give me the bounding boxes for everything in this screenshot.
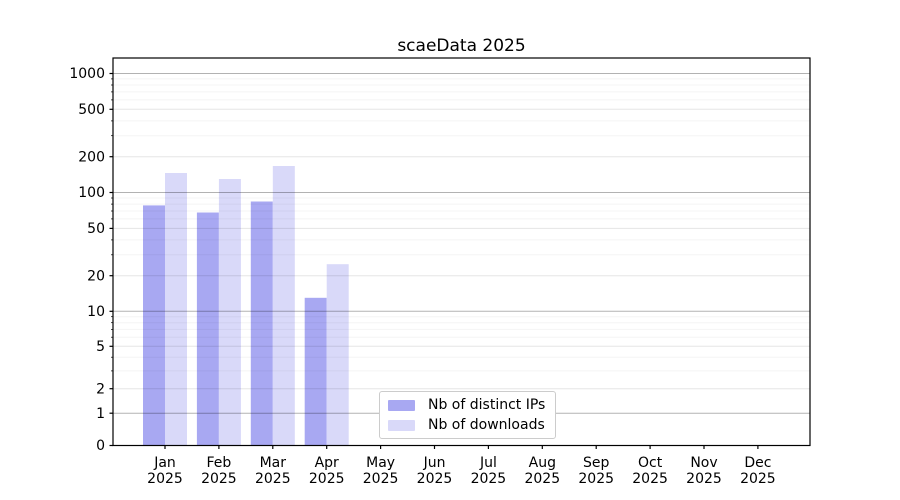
x-tick-label-year: 2025 <box>201 471 237 487</box>
y-tick-label: 500 <box>78 102 105 118</box>
x-tick-label-year: 2025 <box>417 471 453 487</box>
x-tick-label-month: Jul <box>479 455 497 471</box>
x-tick-label-month: Jan <box>153 455 176 471</box>
y-tick-label: 20 <box>87 268 105 284</box>
bar-mar-downloads <box>272 166 295 446</box>
x-tick-label-year: 2025 <box>471 471 507 487</box>
y-tick-label: 5 <box>96 339 105 355</box>
chart-title: scaeData 2025 <box>397 36 526 56</box>
x-tick-label-month: May <box>366 455 395 471</box>
bar-feb-downloads <box>218 179 241 446</box>
y-tick-label: 100 <box>78 185 105 201</box>
x-tick-label-month: Aug <box>529 455 556 471</box>
y-tick-label: 1000 <box>69 66 105 82</box>
y-tick-label: 1 <box>96 406 105 422</box>
x-tick-label-month: Nov <box>690 455 717 471</box>
chart-legend: Nb of distinct IPs Nb of downloads <box>379 391 557 439</box>
bar-apr-downloads <box>326 264 349 446</box>
x-tick-label-year: 2025 <box>147 471 183 487</box>
x-tick-label-month: Dec <box>744 455 771 471</box>
legend-label-distinct-ips: Nb of distinct IPs <box>428 397 546 413</box>
x-tick-label-year: 2025 <box>578 471 614 487</box>
bar-jan-distinct-ips <box>143 205 165 446</box>
x-tick-label-year: 2025 <box>309 471 345 487</box>
legend-swatch-downloads <box>388 419 415 431</box>
x-tick-label-year: 2025 <box>632 471 668 487</box>
x-tick-label-month: Mar <box>260 455 287 471</box>
x-tick-label-year: 2025 <box>686 471 722 487</box>
x-tick-label-month: Feb <box>207 455 232 471</box>
legend-label-downloads: Nb of downloads <box>428 417 545 433</box>
y-tick-label: 2 <box>96 381 105 397</box>
x-tick-label-month: Sep <box>583 455 610 471</box>
bar-mar-distinct-ips <box>250 201 273 446</box>
bar-feb-distinct-ips <box>196 212 219 446</box>
x-tick-label-year: 2025 <box>740 471 776 487</box>
bar-apr-distinct-ips <box>304 297 327 446</box>
x-tick-label-year: 2025 <box>363 471 399 487</box>
y-tick-label: 10 <box>87 304 105 320</box>
x-tick-label-year: 2025 <box>255 471 291 487</box>
x-tick-label-month: Oct <box>638 455 663 471</box>
legend-item-distinct-ips: Nb of distinct IPs <box>388 397 545 413</box>
x-tick-label-year: 2025 <box>524 471 560 487</box>
bar-jan-downloads <box>165 173 187 446</box>
legend-swatch-distinct-ips <box>388 399 415 411</box>
y-tick-label: 0 <box>96 438 105 454</box>
x-tick-label-month: Jun <box>423 455 446 471</box>
plot-border <box>112 57 811 447</box>
y-tick-label: 50 <box>87 221 105 237</box>
legend-item-downloads: Nb of downloads <box>388 417 545 433</box>
x-tick-label-month: Apr <box>315 455 339 471</box>
y-tick-label: 200 <box>78 149 105 165</box>
